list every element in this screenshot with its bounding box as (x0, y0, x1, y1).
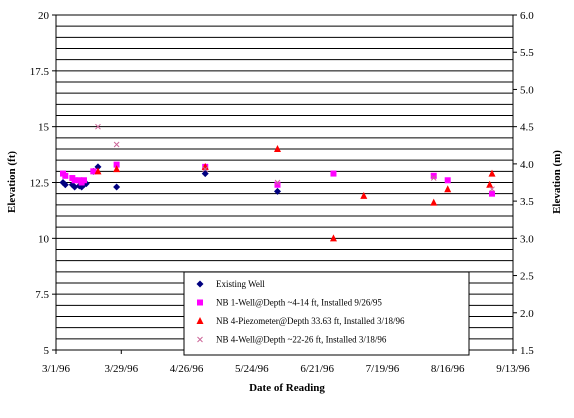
x-tick-label: 4/26/96 (170, 363, 204, 375)
y2-tick-label: 5.0 (520, 84, 534, 96)
data-point (430, 198, 438, 206)
x-tick-label: 3/29/96 (104, 363, 138, 375)
y2-tick-label: 2.0 (520, 308, 534, 320)
legend-label: NB 4-Piezometer@Depth 33.63 ft, Installe… (216, 316, 405, 326)
x-axis-title: Date of Reading (249, 382, 325, 394)
y-tick-label: 10 (38, 233, 50, 245)
series-4 (95, 123, 495, 193)
y2-tick-label: 5.5 (520, 47, 534, 59)
data-point (274, 179, 281, 186)
x-tick-label: 6/21/96 (300, 363, 334, 375)
data-point (486, 180, 494, 188)
legend-box (183, 271, 470, 356)
y-tick-label: 5 (44, 345, 50, 357)
data-point (360, 191, 368, 199)
data-point (329, 234, 337, 242)
data-point (113, 141, 120, 148)
data-point (430, 175, 437, 181)
data-point (274, 181, 281, 188)
legend-item: Existing Well (196, 279, 265, 289)
legend-marker (197, 299, 203, 306)
y-axis: 5 7.5 10 12.5 15 17.5 20 (30, 10, 56, 357)
y-tick-label: 15 (38, 122, 50, 134)
legend-item: NB 1-Well@Depth ~4-14 ft, Installed 9/26… (197, 298, 382, 308)
legend-item: NB 4-Piezometer@Depth 33.63 ft, Installe… (196, 316, 405, 326)
x-tick-label: 5/24/96 (235, 363, 269, 375)
legend-label: NB 1-Well@Depth ~4-14 ft, Installed 9/26… (216, 298, 382, 308)
legend-label: Existing Well (216, 279, 265, 289)
y-tick-label: 20 (38, 10, 50, 22)
data-point (488, 169, 496, 177)
grid-lines (56, 25, 513, 340)
data-point (489, 186, 495, 193)
data-point (444, 185, 452, 193)
x-tick-label: 3/1/96 (42, 363, 71, 375)
data-point (113, 161, 120, 168)
y-tick-label: 7.5 (35, 289, 49, 301)
data-point (94, 167, 102, 175)
x-tick-label: 9/13/96 (496, 363, 530, 375)
legend-marker (196, 280, 204, 288)
y2-axis-title: Elevation (m) (551, 150, 563, 214)
data-point (444, 177, 451, 184)
data-point (489, 190, 496, 197)
data-point (90, 168, 97, 175)
x-tick-label: 7/19/96 (366, 363, 400, 375)
data-points (59, 123, 496, 242)
data-point (201, 170, 209, 178)
y2-tick-label: 1.5 (520, 345, 534, 357)
data-point (61, 181, 69, 189)
data-point (202, 166, 209, 172)
legend: Existing Well NB 1-Well@Depth ~4-14 ft, I… (183, 271, 470, 356)
data-point (113, 165, 121, 173)
data-point (62, 172, 69, 179)
legend-marker (196, 317, 204, 324)
y-tick-label: 12.5 (30, 178, 50, 190)
data-point (201, 162, 209, 170)
legend-item: NB 4-Well@Depth ~22-26 ft, Installed 3/1… (197, 335, 387, 345)
y-tick-label: 17.5 (30, 66, 50, 78)
y2-tick-label: 3.0 (520, 233, 534, 245)
legend-marker (197, 336, 203, 343)
data-point (71, 183, 79, 191)
series-3 (94, 145, 496, 242)
data-point (430, 172, 437, 179)
data-point (274, 187, 282, 195)
data-point (330, 170, 337, 177)
data-point (95, 123, 101, 130)
y2-tick-label: 4.5 (520, 122, 534, 134)
legend-label: NB 4-Well@Depth ~22-26 ft, Installed 3/1… (216, 335, 387, 345)
y2-tick-label: 6.0 (520, 10, 534, 22)
y2-tick-label: 4.0 (520, 159, 534, 171)
data-point (80, 177, 87, 184)
y2-tick-label: 3.5 (520, 196, 534, 208)
x-axis: 3/1/96 3/29/96 4/26/96 5/24/96 6/21/96 7/19/9… (42, 350, 530, 375)
data-point (113, 183, 121, 191)
y2-tick-label: 2.5 (520, 271, 534, 283)
y2-axis: 1.5 2.0 2.5 3.0 3.5 4.0 4.5 5.0 5.5 6.0 (513, 10, 534, 357)
data-point (71, 177, 78, 184)
data-point (274, 145, 282, 152)
y-axis-title: Elevation (ft) (6, 151, 18, 213)
x-tick-label: 8/16/96 (431, 363, 465, 375)
